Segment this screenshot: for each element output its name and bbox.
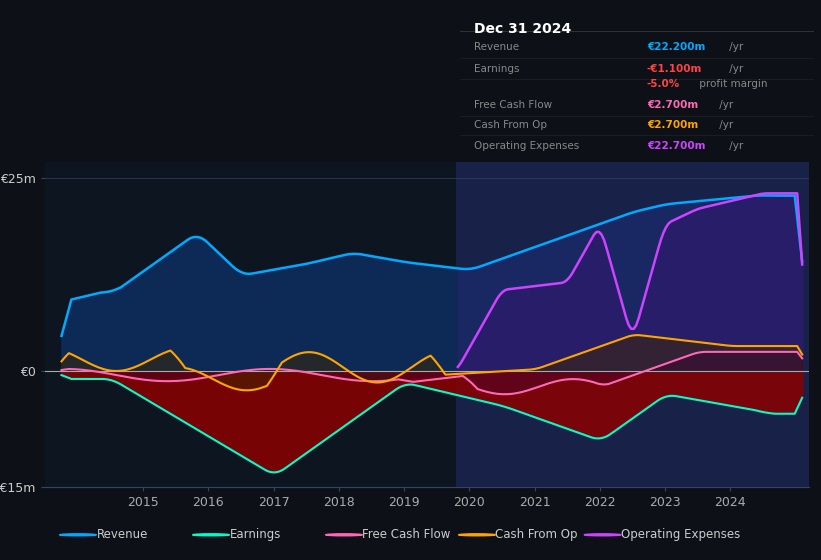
Bar (456, 162, 809, 487)
Circle shape (585, 534, 621, 536)
Text: Free Cash Flow: Free Cash Flow (363, 528, 451, 542)
Text: Revenue: Revenue (97, 528, 148, 542)
Text: /yr: /yr (726, 43, 743, 53)
Text: €2.700m: €2.700m (647, 100, 698, 110)
Circle shape (192, 534, 229, 536)
Circle shape (59, 534, 97, 536)
Text: Earnings: Earnings (474, 64, 520, 74)
Text: profit margin: profit margin (696, 79, 768, 89)
Text: /yr: /yr (716, 120, 733, 129)
Text: /yr: /yr (716, 100, 733, 110)
Text: Cash From Op: Cash From Op (496, 528, 578, 542)
Text: Cash From Op: Cash From Op (474, 120, 547, 129)
Text: Dec 31 2024: Dec 31 2024 (474, 22, 571, 36)
Text: /yr: /yr (726, 141, 743, 151)
Text: /yr: /yr (726, 64, 743, 74)
Circle shape (325, 534, 363, 536)
Text: €2.700m: €2.700m (647, 120, 698, 129)
Text: -€1.100m: -€1.100m (647, 64, 702, 74)
Text: Revenue: Revenue (474, 43, 519, 53)
Text: Operating Expenses: Operating Expenses (621, 528, 741, 542)
Text: €22.700m: €22.700m (647, 141, 705, 151)
Text: €22.200m: €22.200m (647, 43, 705, 53)
Circle shape (458, 534, 496, 536)
Text: Free Cash Flow: Free Cash Flow (474, 100, 552, 110)
Text: Operating Expenses: Operating Expenses (474, 141, 579, 151)
Text: -5.0%: -5.0% (647, 79, 680, 89)
Text: Earnings: Earnings (230, 528, 281, 542)
